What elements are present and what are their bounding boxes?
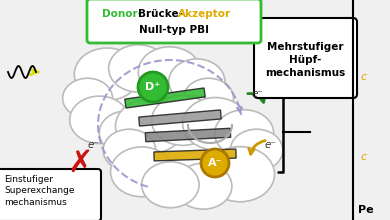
FancyBboxPatch shape [87,0,261,43]
Ellipse shape [63,78,113,118]
Ellipse shape [160,96,226,148]
Ellipse shape [80,69,220,137]
Text: Pe: Pe [358,205,374,215]
Ellipse shape [174,163,232,209]
Ellipse shape [206,147,275,202]
FancyBboxPatch shape [0,169,101,220]
Ellipse shape [110,147,173,197]
Ellipse shape [230,129,283,171]
Ellipse shape [169,59,225,104]
Ellipse shape [138,47,201,97]
Text: D⁺: D⁺ [145,82,161,92]
Ellipse shape [70,96,129,143]
Text: Mehrstufiger
Hüpf-
mechanismus: Mehrstufiger Hüpf- mechanismus [265,42,345,78]
Polygon shape [145,128,230,142]
Ellipse shape [131,112,185,156]
Text: A⁻: A⁻ [208,158,222,168]
Ellipse shape [99,111,154,155]
Ellipse shape [215,110,274,157]
Text: Donor-: Donor- [102,9,142,19]
Polygon shape [154,149,236,161]
Ellipse shape [109,45,168,92]
Text: c: c [360,152,366,162]
Text: Akzeptor: Akzeptor [178,9,231,19]
Circle shape [138,72,168,102]
Ellipse shape [103,129,156,171]
Circle shape [201,149,229,177]
Polygon shape [139,110,221,126]
Ellipse shape [115,99,184,154]
Text: e⁻: e⁻ [88,140,100,150]
Ellipse shape [121,121,269,189]
Ellipse shape [184,78,234,118]
Polygon shape [125,88,205,108]
FancyBboxPatch shape [254,18,357,98]
Ellipse shape [183,97,248,150]
Text: Brücke-: Brücke- [138,9,183,19]
Text: e⁻: e⁻ [252,89,264,99]
Ellipse shape [152,95,214,145]
Text: Null-typ PBI: Null-typ PBI [139,25,209,35]
Text: ✗: ✗ [67,148,93,178]
Ellipse shape [74,48,140,100]
Text: Einstufiger
Superexchange
mechanismus: Einstufiger Superexchange mechanismus [4,175,74,207]
Text: e⁻: e⁻ [265,140,277,150]
Text: c: c [360,72,366,82]
Ellipse shape [142,162,199,208]
